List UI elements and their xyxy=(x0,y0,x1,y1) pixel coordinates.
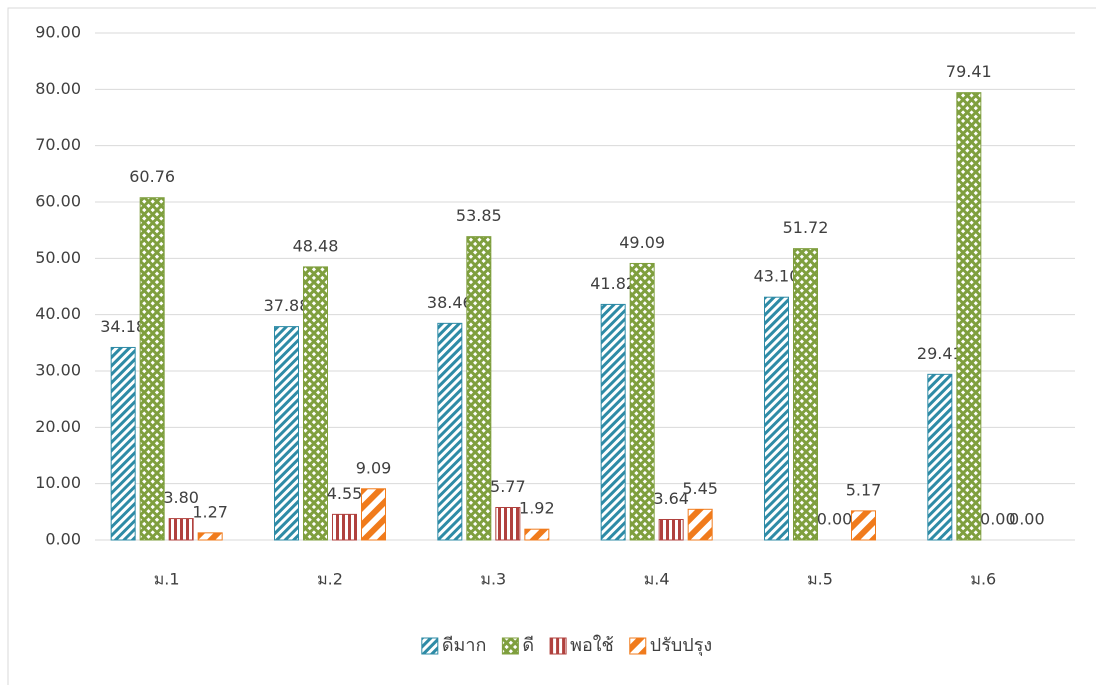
x-tick-label: ม.4 xyxy=(644,570,670,589)
data-label: 48.48 xyxy=(293,236,339,255)
legend-item: ปรับปรุง xyxy=(629,635,712,656)
y-tick-label: 20.00 xyxy=(35,417,81,436)
bar xyxy=(927,373,953,541)
legend-swatch xyxy=(549,637,567,655)
data-label: 49.09 xyxy=(619,233,665,252)
bar xyxy=(466,236,492,541)
y-tick-label: 80.00 xyxy=(35,79,81,98)
bar xyxy=(658,518,684,541)
bar xyxy=(495,506,521,541)
bar xyxy=(851,510,876,541)
bar xyxy=(437,322,463,541)
y-tick-label: 40.00 xyxy=(35,304,81,323)
bar xyxy=(139,197,165,541)
bar xyxy=(524,528,550,541)
bar xyxy=(764,296,789,541)
legend-item: ดี xyxy=(501,635,534,656)
x-tick-label: ม.2 xyxy=(317,570,343,589)
bar xyxy=(687,508,713,541)
bar xyxy=(600,303,626,541)
data-label: 1.27 xyxy=(192,502,228,521)
legend-label: ดีมาก xyxy=(442,635,487,656)
bar xyxy=(629,262,655,541)
data-label: 38.46 xyxy=(427,293,473,312)
data-label: 51.72 xyxy=(783,218,829,237)
data-label: 3.80 xyxy=(163,488,199,507)
data-label: 0.00 xyxy=(1009,510,1045,529)
data-label: 79.41 xyxy=(946,62,992,81)
bar xyxy=(274,326,299,541)
bar xyxy=(110,346,136,541)
data-label: 1.92 xyxy=(519,499,555,518)
legend-item: ดีมาก xyxy=(421,635,487,656)
bar xyxy=(197,532,223,541)
data-label: 0.00 xyxy=(817,510,853,529)
y-tick-label: 10.00 xyxy=(35,473,81,492)
x-tick-label: ม.1 xyxy=(154,570,180,589)
bar xyxy=(303,266,328,541)
data-label: 0.00 xyxy=(980,510,1016,529)
x-tick-label: ม.3 xyxy=(480,570,506,589)
data-label: 4.55 xyxy=(327,484,363,503)
legend-item: พอใช้ xyxy=(549,634,614,656)
legend-swatch xyxy=(421,637,439,655)
x-tick-label: ม.5 xyxy=(807,570,833,589)
data-label: 60.76 xyxy=(129,167,175,186)
y-tick-label: 50.00 xyxy=(35,248,81,267)
data-label: 3.64 xyxy=(653,489,689,508)
data-label: 53.85 xyxy=(456,206,502,225)
data-label: 34.18 xyxy=(100,317,146,336)
y-tick-label: 90.00 xyxy=(35,23,81,42)
y-tick-label: 60.00 xyxy=(35,192,81,211)
data-label: 9.09 xyxy=(356,458,392,477)
bar xyxy=(956,92,982,541)
data-label: 41.82 xyxy=(590,274,636,293)
y-tick-label: 0.00 xyxy=(45,530,81,549)
legend-label: พอใช้ xyxy=(570,634,614,656)
data-label: 43.10 xyxy=(754,267,800,286)
bar xyxy=(332,513,357,541)
legend-swatch xyxy=(501,637,519,655)
data-label: 29.41 xyxy=(917,344,963,363)
y-tick-label: 70.00 xyxy=(35,135,81,154)
data-label: 5.45 xyxy=(682,479,718,498)
bar xyxy=(168,518,194,541)
x-tick-label: ม.6 xyxy=(970,570,996,589)
chart-frame xyxy=(7,7,1096,685)
data-label: 37.88 xyxy=(264,296,310,315)
bar xyxy=(361,488,386,541)
legend-swatch xyxy=(629,637,647,655)
data-label: 5.17 xyxy=(846,480,882,499)
bar xyxy=(793,248,818,541)
legend-label: ดี xyxy=(522,635,534,656)
legend-label: ปรับปรุง xyxy=(650,635,712,656)
data-label: 5.77 xyxy=(490,477,526,496)
y-tick-label: 30.00 xyxy=(35,361,81,380)
